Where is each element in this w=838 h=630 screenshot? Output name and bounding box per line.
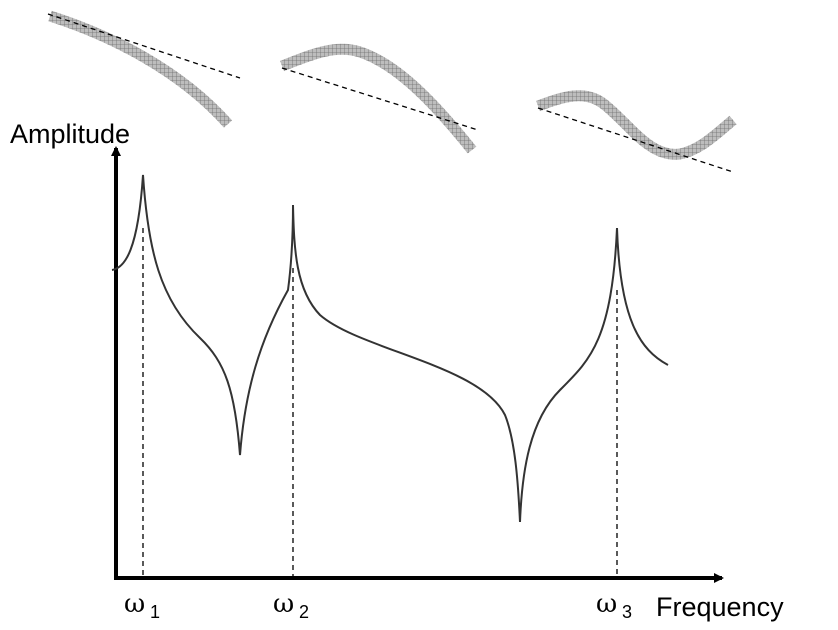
mode-shape-2	[279, 43, 479, 154]
omega: ω	[596, 589, 617, 619]
index: 3	[622, 602, 632, 622]
mode-label: ω 2	[273, 589, 309, 622]
x-axis-label: Frequency	[656, 592, 784, 622]
frf-curve	[111, 174, 669, 523]
index: 1	[150, 602, 160, 622]
index: 2	[299, 602, 309, 622]
mode-label: ω 1	[124, 589, 160, 622]
y-axis-label: Amplitude	[10, 119, 130, 149]
mode-shape-1	[47, 10, 241, 128]
omega: ω	[273, 589, 294, 619]
omega: ω	[124, 589, 145, 619]
mode-shape-3	[536, 90, 737, 173]
mode-label: ω 3	[596, 589, 632, 622]
